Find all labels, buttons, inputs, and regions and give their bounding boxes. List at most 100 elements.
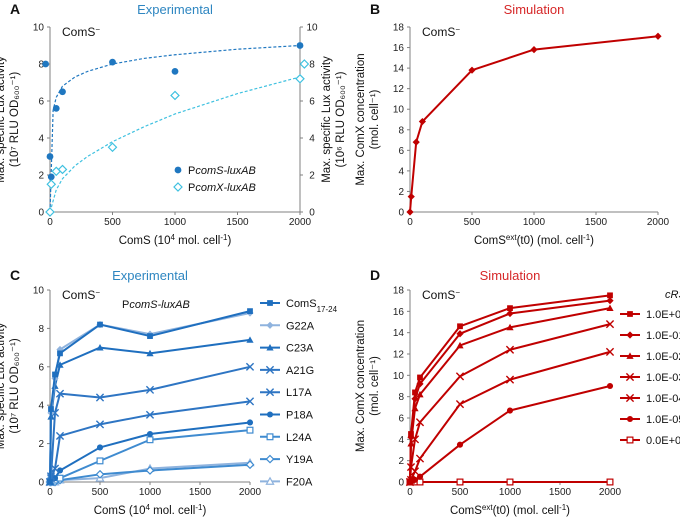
y-tick-label: 4: [38, 134, 44, 145]
inner-label: ComS−: [422, 25, 460, 40]
y-tick-label: 16: [393, 307, 405, 318]
legend-label: G22A: [286, 320, 315, 332]
y-axis-label-line1: Max. specific Lux activity: [0, 56, 7, 183]
y-tick-label: 10: [33, 286, 45, 297]
y-tick-label: 2: [398, 187, 404, 198]
panel-title: Experimental: [112, 268, 188, 283]
legend-label: PcomS-luxAB: [188, 165, 256, 177]
legend-marker: [625, 393, 635, 403]
legend-label: 0.0E+00: [646, 435, 680, 447]
legend-label: L17A: [286, 387, 312, 399]
x-tick-label: 500: [452, 487, 469, 498]
data-point: [406, 208, 414, 216]
data-point: [146, 430, 154, 438]
y-tick-label: 8: [398, 125, 404, 136]
fit-curve: [49, 44, 301, 213]
legend-label: Y19A: [286, 454, 314, 466]
data-point: [145, 410, 155, 419]
data-point: [415, 454, 425, 463]
x-tick-label: 1500: [585, 217, 608, 228]
y-axis-label-line2: (10⁷ RLU OD₆₀₀⁻¹): [9, 338, 21, 434]
panel-title: Simulation: [504, 2, 565, 17]
data-point: [95, 469, 105, 479]
y-axis-label-line1: Max. ComX concentration: [355, 53, 367, 185]
x-tick-label: 1500: [226, 217, 249, 228]
y2-axis-label-line1: Max. specific Lux activity: [321, 56, 333, 183]
data-point: [96, 457, 104, 465]
x-axis-label: ComSext(t0) (mol. cell-1): [450, 503, 570, 518]
inner-label: ComS−: [62, 288, 100, 303]
legend-marker: [265, 388, 275, 397]
data-point: [456, 478, 464, 486]
y-tick-label: 8: [38, 324, 44, 335]
y-tick-label: 12: [393, 84, 405, 95]
data-point: [147, 333, 153, 339]
inner-label: ComS−: [62, 25, 100, 40]
data-point: [246, 426, 254, 434]
data-point: [418, 117, 426, 126]
y-tick-label: 8: [398, 392, 404, 403]
data-point: [45, 207, 55, 217]
data-point: [95, 393, 105, 402]
panel-c: 0 500 1000 1500 2000 0 2 4 6 8 10 ComS (104 mol. ce…: [0, 267, 338, 517]
panel-b: 0 500 1000 1500 2000 0 2 4 6 8 10 12 14 16 18 ComSext(t…: [355, 1, 670, 247]
data-point: [171, 68, 179, 75]
y-tick-label: 0: [38, 478, 44, 489]
x-tick-label: 500: [464, 217, 481, 228]
data-point: [46, 179, 57, 190]
series-line: [49, 338, 251, 483]
y-tick-label: 10: [393, 105, 405, 116]
legend-marker: [265, 454, 275, 464]
data-point: [505, 345, 515, 354]
y-axis-label-line1: Max. specific Lux activity: [0, 322, 7, 449]
legend-label: L24A: [286, 432, 312, 444]
legend-label: A21G: [286, 365, 314, 377]
y-tick-label: 10: [393, 371, 405, 382]
data-point: [412, 389, 418, 396]
legend-marker: [173, 182, 183, 192]
x-tick-label: 0: [407, 487, 413, 498]
y-tick-label: 2: [38, 171, 44, 182]
panel-letter: A: [10, 1, 20, 17]
legend-title: cRS: [665, 289, 680, 301]
series-line: [409, 307, 611, 483]
data-point: [654, 32, 662, 40]
panel-title: Experimental: [137, 2, 213, 17]
legend-label: 1.0E-04: [646, 393, 680, 405]
data-point: [247, 308, 253, 314]
y-tick-label: 18: [393, 23, 405, 34]
data-point: [170, 90, 180, 101]
data-point: [47, 173, 55, 181]
x-tick-label: 0: [47, 217, 53, 228]
data-point: [97, 321, 103, 328]
data-point: [506, 478, 514, 486]
data-point: [56, 361, 64, 368]
data-point: [455, 400, 465, 409]
data-point: [52, 105, 60, 112]
x-tick-label: 1500: [549, 487, 572, 498]
data-point: [57, 164, 68, 175]
y-tick-label: 14: [393, 64, 405, 75]
data-point: [55, 431, 65, 441]
legend-label: F20A: [286, 476, 313, 488]
y-axis-label-line2: (mol. cell⁻¹): [369, 356, 381, 416]
legend-label: C23A: [286, 343, 314, 355]
x-tick-label: 1000: [523, 217, 546, 228]
data-point: [95, 420, 105, 429]
x-axis-label: ComSext(t0) (mol. cell-1): [474, 233, 594, 248]
y2-tick-label: 8: [309, 60, 315, 71]
x-tick-label: 1000: [499, 487, 522, 498]
legend-label: P18A: [286, 410, 314, 422]
data-point: [506, 323, 514, 331]
data-point: [145, 466, 155, 475]
data-point: [47, 479, 53, 485]
data-point: [506, 407, 514, 414]
data-point: [107, 142, 118, 153]
data-point: [606, 304, 614, 312]
legend-marker: [266, 433, 274, 441]
data-point: [245, 460, 255, 470]
y-tick-label: 4: [398, 435, 404, 446]
data-point: [416, 390, 424, 398]
x-tick-label: 500: [104, 217, 121, 228]
data-point: [109, 58, 116, 66]
